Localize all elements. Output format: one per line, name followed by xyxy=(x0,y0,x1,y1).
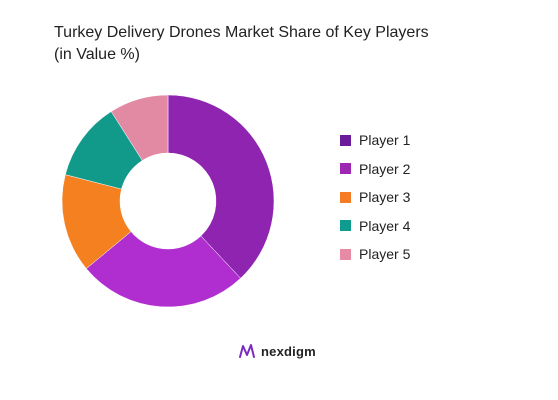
legend-swatch xyxy=(340,134,351,146)
chart-subtitle-line: (in Value %) xyxy=(54,46,140,63)
legend-label: Player 5 xyxy=(359,246,411,262)
legend-swatch xyxy=(340,220,351,231)
chart-title-line: Turkey Delivery Drones Market Share of K… xyxy=(54,24,429,41)
legend-label: Player 3 xyxy=(359,189,411,205)
brand-footer: nexdigm xyxy=(238,343,316,359)
donut-slice-1 xyxy=(167,94,275,279)
legend-swatch xyxy=(340,163,351,174)
legend-item-5: Player 5 xyxy=(340,246,411,262)
nexdigm-logo-icon xyxy=(239,344,255,358)
chart-title: Turkey Delivery Drones Market Share of K… xyxy=(54,22,524,66)
legend-item-3: Player 3 xyxy=(340,189,411,205)
donut-slice-5 xyxy=(110,94,169,161)
chart-legend: Player 1 Player 2 Player 3 Player 4 Player 5 xyxy=(340,132,411,276)
legend-item-1: Player 1 xyxy=(340,132,411,148)
legend-item-4: Player 4 xyxy=(340,217,411,234)
legend-label: Player 4 xyxy=(359,217,411,234)
donut-slice-2 xyxy=(85,231,241,308)
legend-label: Player 2 xyxy=(359,160,411,177)
legend-item-2: Player 2 xyxy=(340,160,411,177)
legend-label: Player 1 xyxy=(359,132,411,148)
legend-swatch xyxy=(340,248,351,260)
legend-swatch xyxy=(340,191,351,203)
brand-name: nexdigm xyxy=(261,343,316,359)
